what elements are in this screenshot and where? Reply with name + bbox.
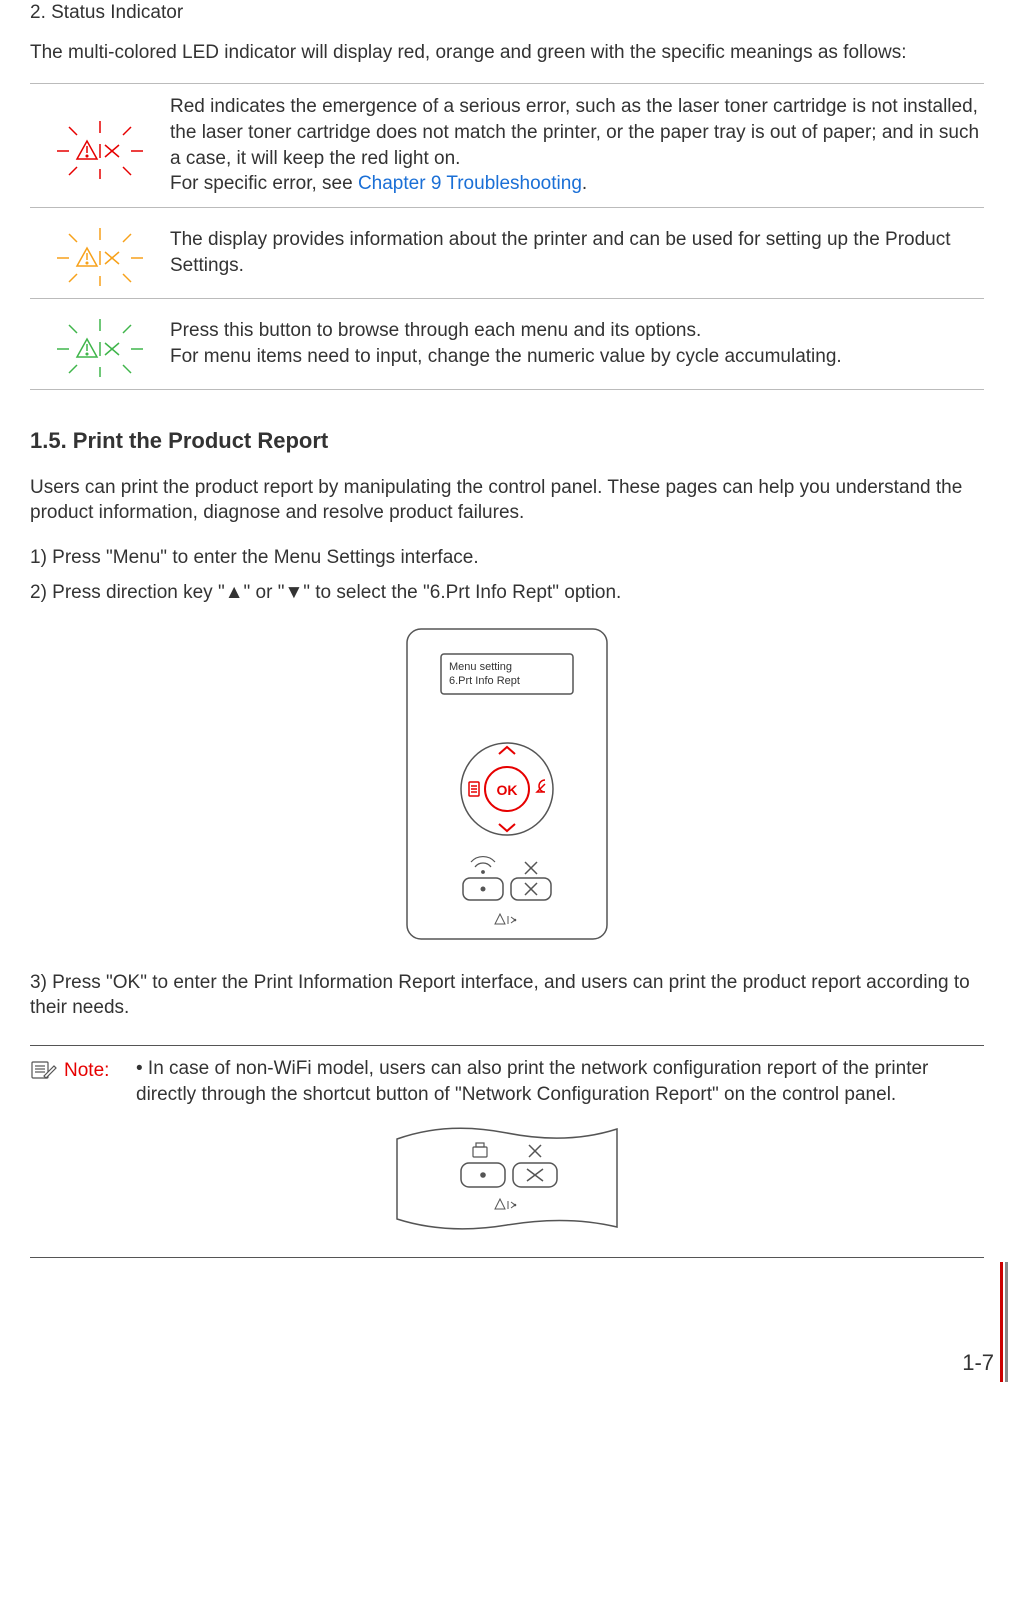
page-footer: 1-7: [30, 1338, 984, 1378]
page-number: 1-7: [962, 1348, 994, 1378]
status-row-red: Red indicates the emergence of a serious…: [30, 84, 984, 207]
rule: [30, 389, 984, 390]
control-panel-main: Menu setting 6.Prt Info Rept OK: [397, 624, 617, 952]
side-color-bars: [1000, 1262, 1008, 1382]
troubleshooting-link[interactable]: Chapter 9 Troubleshooting: [358, 173, 582, 194]
intro-text: The multi-colored LED indicator will dis…: [30, 40, 984, 66]
note-rule-bottom: [30, 1257, 984, 1258]
step-2: 2) Press direction key "▲" or "▼" to sel…: [30, 580, 984, 606]
status-orange-icon: [30, 218, 170, 288]
status-red-text: Red indicates the emergence of a serious…: [170, 94, 984, 197]
subsection-title: 1.5. Print the Product Report: [30, 426, 984, 456]
note-label: Note:: [64, 1056, 136, 1107]
status-green-text: Press this button to browse through each…: [170, 318, 984, 369]
ok-button-label[interactable]: OK: [497, 782, 518, 798]
control-panel-small: [377, 1119, 637, 1247]
status-row-orange: The display provides information about t…: [30, 208, 984, 298]
note-pencil-icon: [30, 1056, 64, 1107]
status-green-icon: [30, 309, 170, 379]
step-1: 1) Press "Menu" to enter the Menu Settin…: [30, 545, 984, 571]
note-rule-top: [30, 1045, 984, 1046]
section-heading: 2. Status Indicator: [30, 0, 984, 26]
step-3: 3) Press "OK" to enter the Print Informa…: [30, 970, 984, 1021]
panel-display-line1: Menu setting: [449, 661, 512, 673]
status-row-green: Press this button to browse through each…: [30, 299, 984, 389]
status-orange-text: The display provides information about t…: [170, 227, 984, 278]
note-text: • In case of non-WiFi model, users can a…: [136, 1056, 984, 1107]
note-block: Note: • In case of non-WiFi model, users…: [30, 1045, 984, 1258]
status-red-post: .: [582, 173, 587, 194]
subsection-intro: Users can print the product report by ma…: [30, 475, 984, 526]
panel-display-line2: 6.Prt Info Rept: [449, 675, 520, 687]
status-red-icon: [30, 111, 170, 181]
